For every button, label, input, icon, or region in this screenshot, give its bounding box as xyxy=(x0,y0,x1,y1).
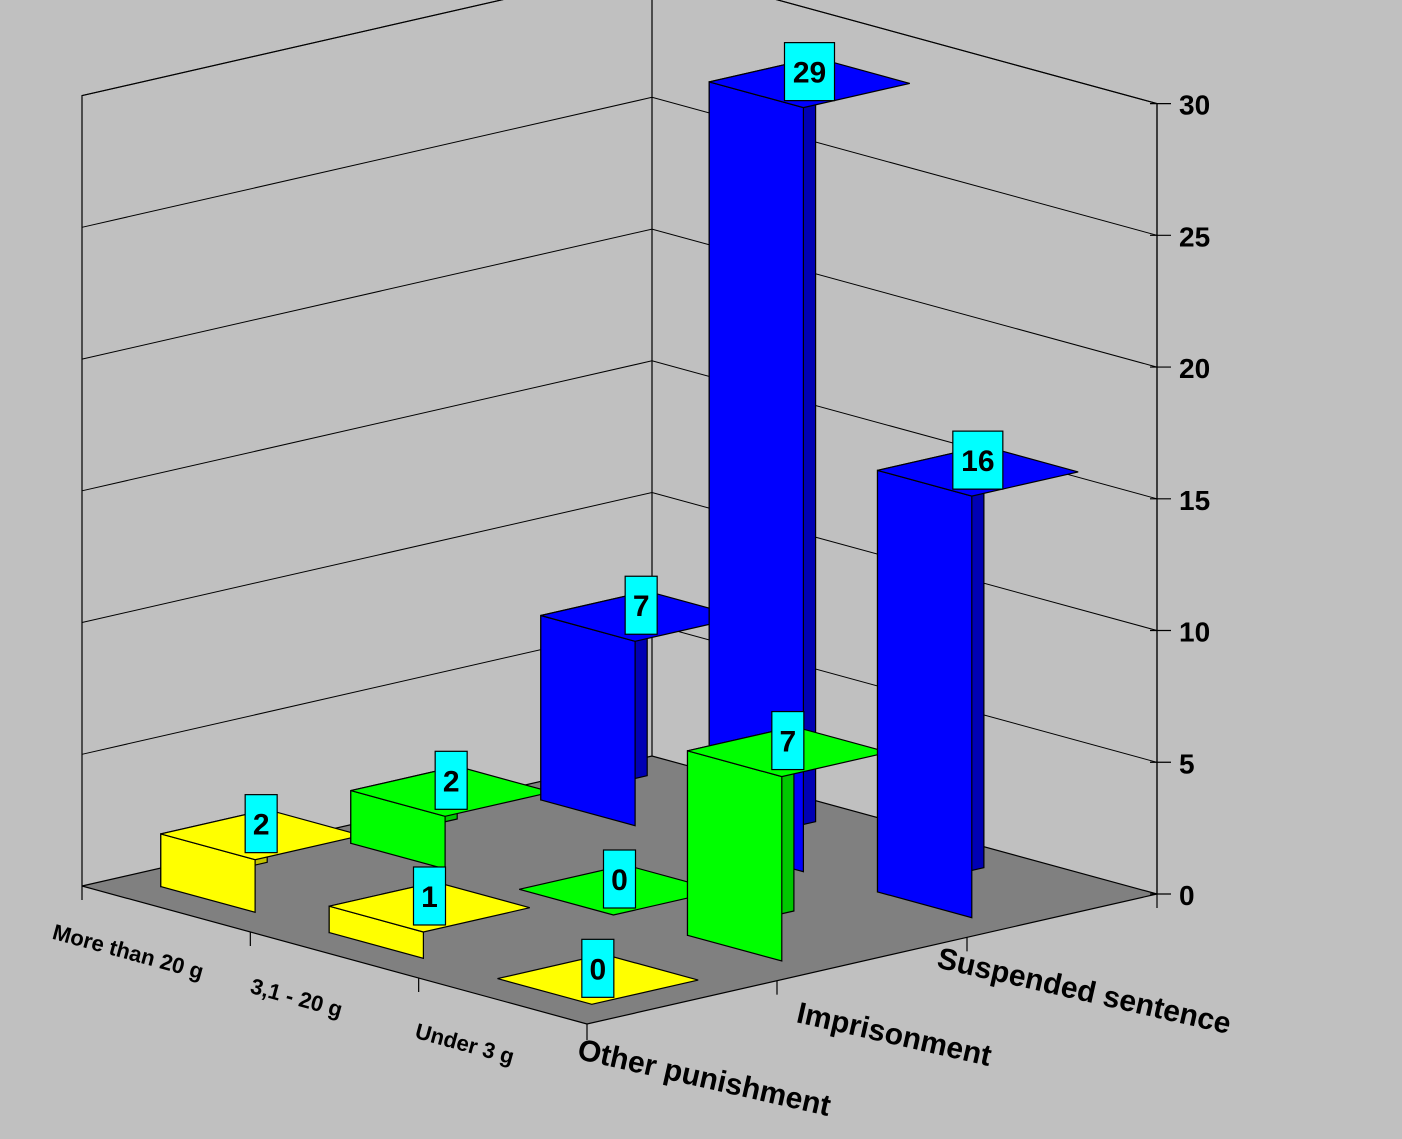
data-label-box xyxy=(602,849,637,909)
z-tick-label: 0 xyxy=(1179,880,1195,911)
z-tick-label: 25 xyxy=(1179,221,1210,252)
data-label-box xyxy=(244,794,278,854)
x-tick-label: 3,1 - 20 g xyxy=(248,973,345,1022)
data-label-text: 29 xyxy=(793,57,826,90)
bar-face-right xyxy=(540,614,636,827)
bar xyxy=(540,590,742,827)
data-label-box xyxy=(412,866,447,926)
data-label-box xyxy=(952,430,1004,490)
x-tick-label: Under 3 g xyxy=(413,1018,517,1069)
bar xyxy=(160,808,362,914)
z-tick-label: 10 xyxy=(1179,617,1210,648)
data-label: 2 xyxy=(244,794,278,854)
data-label-text: 7 xyxy=(779,726,796,759)
data-label-text: 2 xyxy=(253,809,270,842)
data-label-text: 0 xyxy=(589,953,606,986)
data-label-box xyxy=(434,750,468,810)
data-label: 0 xyxy=(602,849,637,909)
data-label-text: 16 xyxy=(961,445,994,478)
bar xyxy=(876,445,1079,919)
data-label-text: 7 xyxy=(633,590,650,623)
data-label: 1 xyxy=(412,866,447,926)
data-label-box xyxy=(771,710,805,771)
data-label-text: 2 xyxy=(443,765,460,798)
depth-tick-label: Suspended sentence xyxy=(934,942,1234,1041)
data-label: 0 xyxy=(581,938,615,998)
gridline xyxy=(81,96,1158,236)
bar xyxy=(708,56,910,873)
bar-face-right xyxy=(876,469,973,919)
x-tick-label: More than 20 g xyxy=(50,919,206,984)
data-label: 7 xyxy=(624,575,658,635)
chart-data-labels: 2 2 1 7 0 0 29 7 16 xyxy=(244,42,1004,998)
data-label: 7 xyxy=(771,710,805,771)
z-tick-label: 15 xyxy=(1179,485,1210,516)
gridline xyxy=(81,0,1158,105)
data-label: 16 xyxy=(952,430,1004,490)
z-tick-label: 20 xyxy=(1179,353,1210,384)
depth-tick-label: Imprisonment xyxy=(794,997,995,1073)
bar-face-right xyxy=(686,750,783,962)
data-label-box xyxy=(783,42,836,102)
data-label: 29 xyxy=(783,42,836,102)
data-label: 2 xyxy=(434,750,468,810)
z-tick-label: 5 xyxy=(1179,748,1195,779)
gridline xyxy=(81,228,1158,368)
gridline xyxy=(81,491,1158,631)
data-label-box xyxy=(581,938,615,998)
z-tick-label: 30 xyxy=(1179,90,1210,121)
data-label-text: 0 xyxy=(611,864,628,897)
data-label-text: 1 xyxy=(421,881,438,914)
depth-tick-label: Other punishment xyxy=(575,1033,834,1123)
data-label-box xyxy=(624,575,658,635)
bar xyxy=(350,765,552,870)
